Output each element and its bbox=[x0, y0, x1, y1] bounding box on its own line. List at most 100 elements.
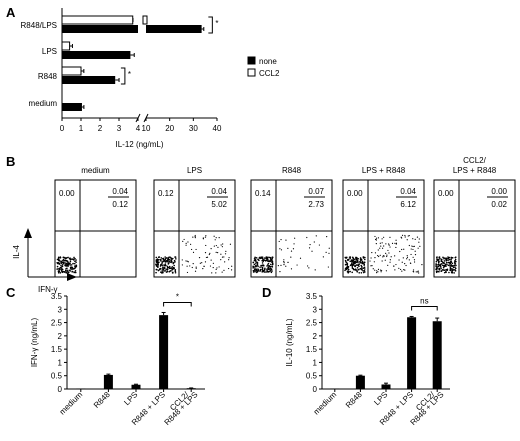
flow-dot bbox=[406, 256, 409, 258]
flow-dot bbox=[157, 256, 160, 259]
flow-dot bbox=[406, 239, 408, 241]
flow-dot bbox=[172, 271, 174, 274]
flow-dot bbox=[57, 259, 60, 262]
flow-dot bbox=[290, 256, 292, 258]
flow-dot bbox=[383, 245, 385, 247]
flow-dot bbox=[417, 247, 419, 249]
flow-dot bbox=[71, 270, 73, 273]
x-tick-label-a: 0 bbox=[60, 124, 65, 133]
flow-dot bbox=[221, 256, 224, 258]
flow-dot bbox=[163, 270, 165, 272]
flow-dots bbox=[252, 235, 330, 274]
flow-dot bbox=[212, 266, 214, 269]
flow-dots bbox=[56, 256, 78, 274]
flow-dot bbox=[261, 262, 264, 264]
flow-dot bbox=[56, 262, 59, 265]
flow-title: LPS + R848 bbox=[453, 166, 497, 175]
flow-dot bbox=[60, 268, 63, 270]
flow-dot bbox=[315, 235, 317, 237]
flow-dot bbox=[213, 245, 215, 247]
flow-dot bbox=[385, 243, 387, 245]
flow-dot bbox=[306, 265, 309, 267]
flow-dot bbox=[328, 247, 330, 249]
flow-dot bbox=[290, 268, 293, 270]
y-axis-title-c: IFN-γ (ng/mL) bbox=[30, 318, 39, 368]
panel-label-c: C bbox=[6, 285, 16, 300]
flow-dot bbox=[269, 260, 272, 262]
flow-dot bbox=[279, 271, 281, 273]
flow-dot bbox=[220, 259, 222, 261]
quadrant-value-ul: 0.00 bbox=[59, 189, 75, 198]
flow-dot bbox=[189, 265, 191, 267]
flow-dot bbox=[285, 265, 287, 267]
flow-dot bbox=[171, 266, 174, 268]
flow-dot bbox=[253, 266, 256, 268]
flow-dot bbox=[379, 242, 381, 244]
flow-dot bbox=[381, 260, 383, 262]
flow-dot bbox=[204, 236, 207, 238]
flow-dot bbox=[58, 270, 61, 273]
flow-dot bbox=[194, 270, 197, 272]
flow-dot bbox=[285, 239, 287, 241]
flow-dot bbox=[404, 263, 406, 265]
y-axis-title-b: IL-4 bbox=[12, 245, 21, 259]
flow-dot bbox=[381, 238, 383, 240]
flow-dot bbox=[404, 234, 406, 237]
flow-dot bbox=[386, 254, 388, 256]
flow-dot bbox=[67, 271, 70, 274]
flow-dot bbox=[401, 261, 403, 263]
flow-dot bbox=[68, 269, 71, 272]
flow-dot bbox=[254, 259, 257, 261]
flow-dot bbox=[374, 235, 376, 238]
flow-dot bbox=[59, 271, 62, 274]
flow-dot bbox=[269, 263, 272, 266]
flow-dot bbox=[377, 237, 380, 239]
flow-dot bbox=[224, 253, 227, 255]
flow-dot bbox=[438, 256, 441, 258]
flow-dot bbox=[57, 272, 60, 274]
flow-dot bbox=[413, 259, 416, 261]
flow-dot bbox=[271, 260, 274, 262]
flow-dot bbox=[195, 248, 197, 251]
flow-dot bbox=[440, 267, 442, 270]
y-tick-label-d: 3 bbox=[313, 305, 318, 314]
flow-dot bbox=[357, 264, 359, 267]
flow-dot bbox=[265, 259, 267, 262]
flow-dot bbox=[345, 268, 347, 271]
y-tick-label-c: 0.5 bbox=[51, 372, 63, 381]
flow-dots bbox=[155, 234, 233, 274]
flow-dot bbox=[174, 261, 176, 263]
flow-dot bbox=[362, 270, 364, 272]
flow-dot bbox=[160, 257, 163, 259]
flow-dot bbox=[437, 261, 440, 264]
flow-dot bbox=[169, 256, 171, 259]
flow-dot bbox=[283, 264, 285, 266]
flow-dot bbox=[217, 252, 219, 254]
flow-dot bbox=[436, 266, 439, 268]
flow-dot bbox=[205, 235, 207, 237]
flow-dot bbox=[260, 256, 263, 258]
flow-dot bbox=[389, 236, 391, 238]
flow-dot bbox=[269, 265, 272, 268]
flow-dot bbox=[440, 259, 443, 261]
x-axis-title-a: IL-12 (ng/mL) bbox=[115, 140, 163, 149]
flow-dot bbox=[263, 268, 266, 271]
flow-dot bbox=[261, 270, 264, 273]
flow-dot bbox=[440, 270, 442, 273]
flow-dot bbox=[357, 268, 360, 271]
flow-dot bbox=[418, 272, 420, 274]
panel-label-a: A bbox=[6, 5, 16, 20]
y-tick-label-d: 2 bbox=[313, 332, 318, 341]
flow-dot bbox=[162, 260, 165, 262]
flow-dot bbox=[195, 266, 197, 268]
flow-dot bbox=[351, 266, 354, 268]
flow-dot bbox=[271, 270, 273, 272]
flow-dot bbox=[412, 270, 414, 272]
category-label-a: R848/LPS bbox=[21, 21, 57, 30]
flow-dot bbox=[262, 264, 264, 267]
flow-dot bbox=[257, 259, 260, 261]
quadrant-value-ul: 0.14 bbox=[255, 189, 271, 198]
flow-dot bbox=[66, 269, 69, 272]
flow-dot bbox=[413, 261, 416, 263]
flow-dot bbox=[380, 245, 382, 247]
